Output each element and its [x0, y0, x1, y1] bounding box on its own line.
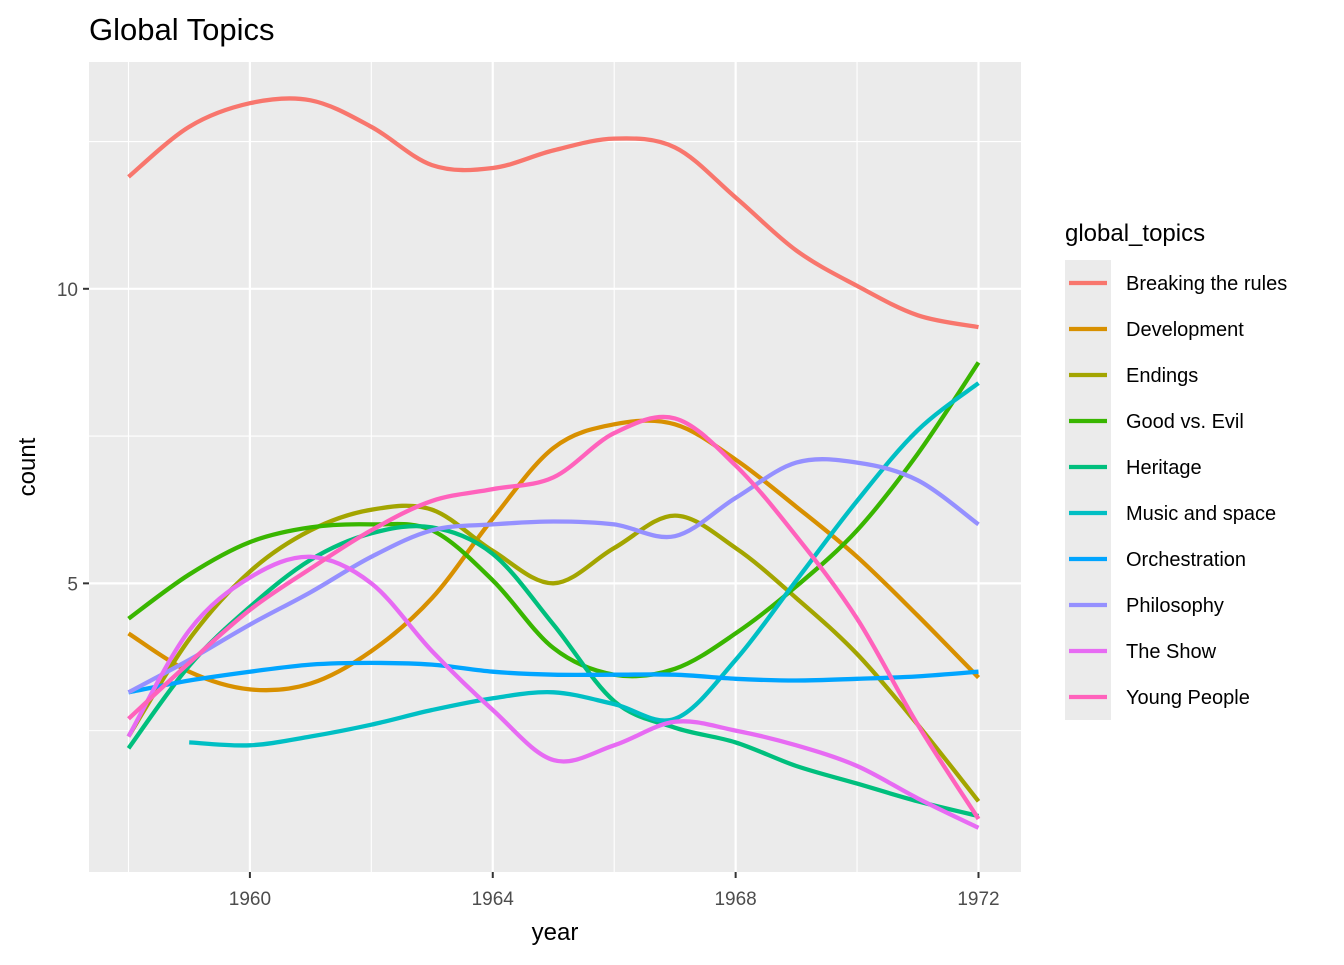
legend-label-breaking-the-rules: Breaking the rules	[1126, 273, 1287, 295]
x-tick-label: 1968	[714, 889, 756, 910]
series-line-endings	[126, 503, 981, 803]
legend-label-development: Development	[1126, 319, 1244, 341]
series-line-music-and-space	[189, 381, 980, 748]
legend-label-the-show: The Show	[1126, 641, 1217, 663]
x-axis: 1960 1964 1968 1972	[229, 872, 1000, 910]
minor-gridlines	[89, 62, 1021, 872]
legend: global_topics Breaking the rules Developm…	[1065, 220, 1287, 720]
series-lines	[126, 96, 981, 830]
series-line-young-people	[127, 414, 981, 821]
legend-label-philosophy: Philosophy	[1126, 595, 1224, 617]
series-line-orchestration	[128, 660, 979, 695]
x-tick-label: 1972	[957, 889, 999, 910]
x-axis-title: year	[532, 919, 579, 946]
legend-label-young-people: Young People	[1126, 687, 1250, 709]
legend-label-heritage: Heritage	[1126, 457, 1202, 479]
y-axis-title: count	[14, 437, 41, 496]
series-line-heritage	[126, 523, 979, 819]
legend-label-orchestration: Orchestration	[1126, 549, 1246, 571]
x-tick-label: 1960	[229, 889, 271, 910]
legend-label-endings: Endings	[1126, 365, 1198, 387]
y-tick-label: 5	[67, 574, 78, 595]
series-line-breaking-the-rules	[127, 96, 979, 330]
y-axis: 5 10	[57, 280, 89, 595]
legend-label-good-vs-evil: Good vs. Evil	[1126, 411, 1244, 433]
series-line-development	[127, 418, 981, 693]
x-tick-label: 1964	[472, 889, 515, 910]
legend-title: global_topics	[1065, 220, 1205, 247]
series-line-philosophy	[127, 457, 980, 695]
legend-label-music-and-space: Music and space	[1126, 503, 1276, 525]
series-line-the-show	[126, 554, 980, 830]
chart-title: Global Topics	[89, 12, 275, 47]
plot-panel	[89, 62, 1021, 872]
series-line-good-vs-evil	[127, 361, 981, 679]
y-tick-label: 10	[57, 280, 78, 301]
legend-items: Breaking the rules Development Endings Good…	[1065, 260, 1287, 720]
